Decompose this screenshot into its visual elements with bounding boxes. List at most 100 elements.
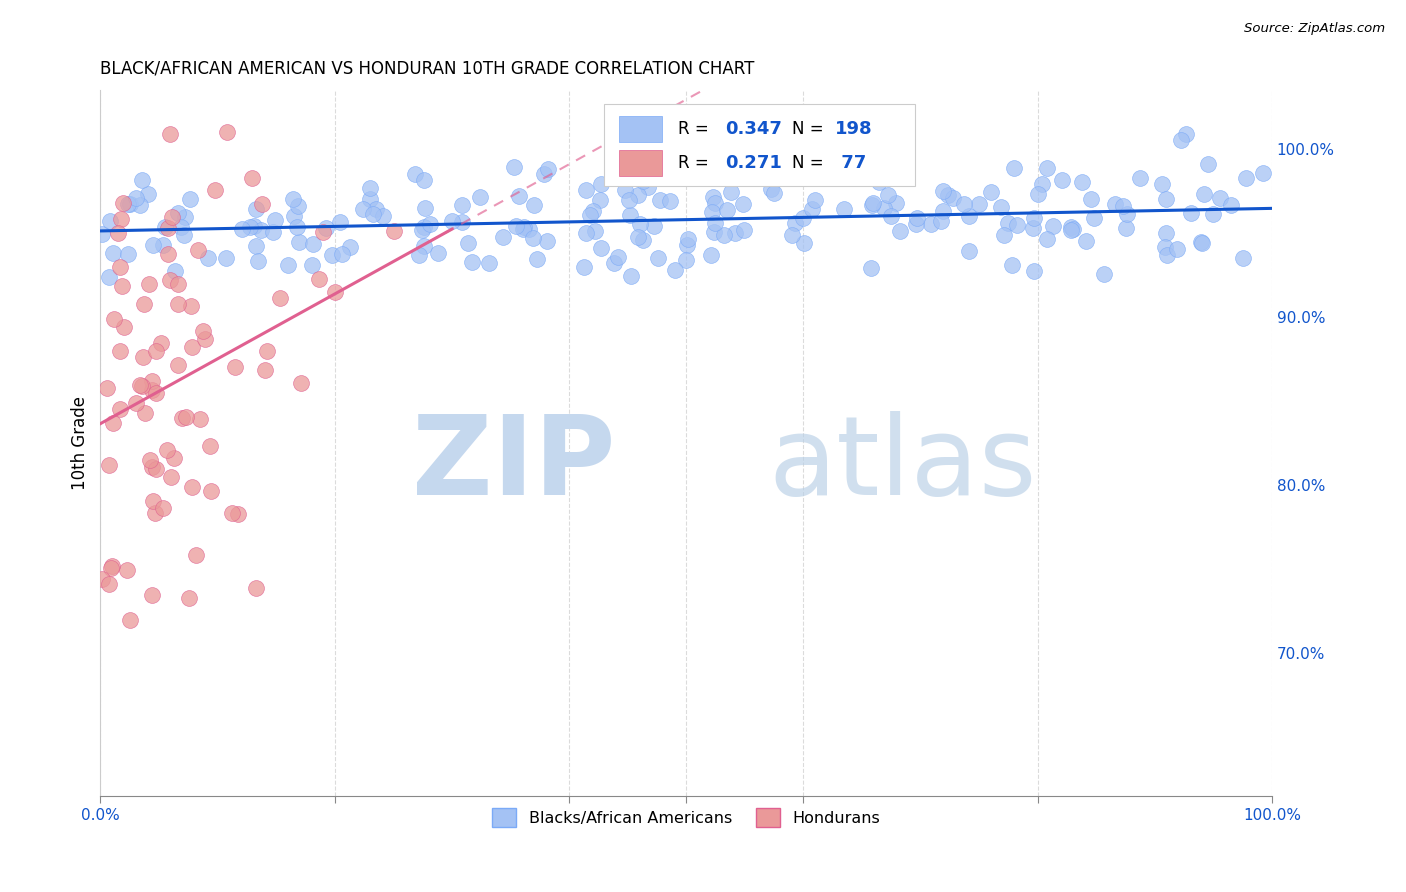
Point [733,223,755,237]
Point [648,194,671,208]
Point [167,297,190,311]
Point [880,209,903,223]
Point [125,191,148,205]
Point [115,563,138,577]
Point [128,198,150,212]
Point [1031,177,1053,191]
Text: 77: 77 [835,154,866,172]
Point [411,223,433,237]
Point [441,214,464,228]
Point [180,340,202,354]
Point [628,217,651,231]
Point [214,251,236,265]
Point [1059,223,1081,237]
Point [111,278,134,293]
Point [647,251,669,265]
Point [1042,219,1064,233]
Point [678,232,700,246]
Point [101,417,124,431]
Point [1076,234,1098,248]
Point [150,335,173,350]
Point [156,442,179,457]
Point [993,227,1015,242]
Point [141,588,163,602]
Point [118,196,141,211]
Point [1234,170,1257,185]
Point [160,470,183,484]
Point [505,219,527,234]
Point [142,493,165,508]
Point [101,245,124,260]
Point [631,174,654,188]
Point [157,246,180,260]
Point [1104,197,1126,211]
Point [862,196,884,211]
Text: 0.271: 0.271 [724,154,782,172]
Point [170,411,193,425]
Point [1002,161,1025,175]
Point [1191,235,1213,250]
Point [792,211,814,226]
Point [932,204,955,219]
Point [352,202,374,216]
Point [1251,166,1274,180]
Point [264,212,287,227]
Point [163,451,186,466]
Point [138,277,160,292]
Point [141,459,163,474]
Point [120,614,142,628]
Point [231,221,253,235]
Point [517,222,540,236]
Point [860,197,883,211]
Point [619,208,641,222]
Point [451,215,474,229]
Point [720,186,742,200]
Point [159,273,181,287]
Point [664,262,686,277]
Point [215,125,238,139]
Point [204,183,226,197]
Point [724,226,747,240]
Point [226,507,249,521]
Point [312,225,335,239]
Point [152,237,174,252]
Point [221,506,243,520]
Point [997,216,1019,230]
Point [920,217,942,231]
Point [575,183,598,197]
Point [1071,175,1094,189]
Point [675,252,697,267]
Point [957,244,980,258]
Point [302,237,325,252]
Point [373,210,395,224]
Point [762,186,785,200]
Point [179,192,201,206]
Point [181,480,204,494]
Point [408,248,430,262]
Point [932,185,955,199]
Point [110,401,132,416]
Point [1129,170,1152,185]
Point [969,197,991,211]
Point [780,228,803,243]
Point [239,220,262,235]
Point [1116,207,1139,221]
Point [579,208,602,222]
Point [526,252,548,266]
Point [980,186,1002,200]
Point [1202,207,1225,221]
Point [942,191,965,205]
Point [1005,219,1028,233]
Point [1026,186,1049,201]
Point [1154,240,1177,254]
Point [269,291,291,305]
Point [98,213,121,227]
Point [513,220,536,235]
Point [537,161,560,176]
Text: R =: R = [678,154,714,172]
Point [1036,161,1059,176]
Point [704,216,727,230]
Point [589,193,612,207]
Point [643,219,665,234]
Point [245,581,267,595]
